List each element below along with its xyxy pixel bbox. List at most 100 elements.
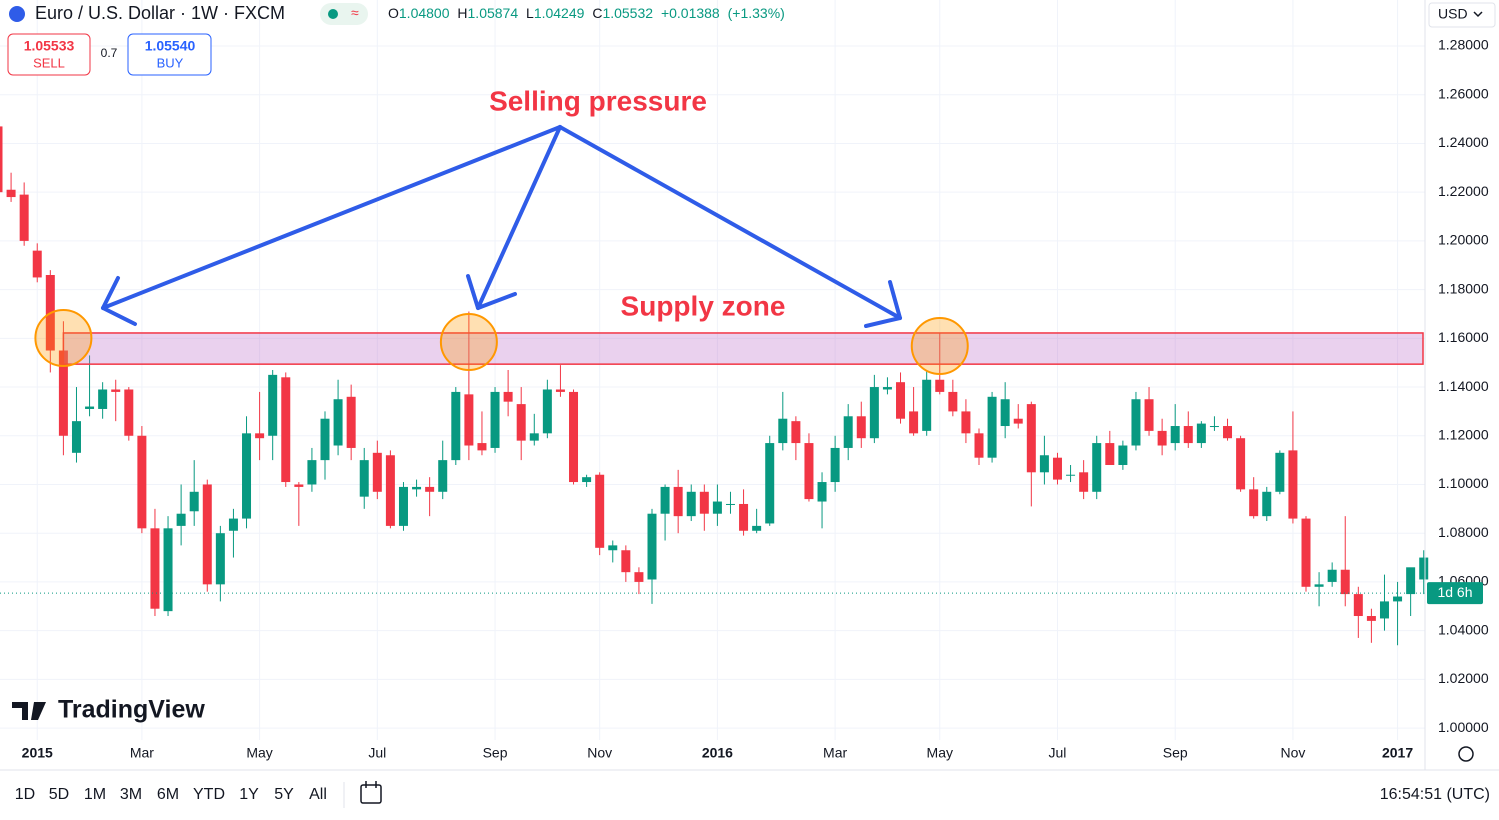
clock: 16:54:51 (UTC) [1380,786,1490,803]
range-button[interactable]: 3M [120,786,142,803]
candle-body [739,503,749,531]
symbol-icon [9,6,25,22]
candle-body [1393,596,1403,602]
range-button[interactable]: 1Y [239,786,259,803]
x-tick-label: Mar [130,745,154,761]
candle-body [372,452,382,492]
calendar[interactable] [360,784,382,804]
candle-body [673,486,683,517]
candle-body [425,486,435,492]
candle-body [725,503,735,505]
candle-body [255,433,265,439]
candle-body [752,525,762,531]
candle-body [1026,404,1036,473]
candle-body [1275,452,1285,492]
time-axis: 2015 Mar May Jul Sep Nov 2016 Mar May Jul Sep Nov 20… [22,745,1414,761]
sell-button[interactable] [7,33,91,76]
candle-body [1131,399,1141,446]
range-button[interactable]: 1D [15,786,35,803]
x-tick-label: Jul [1049,745,1067,761]
logo: TradingView [12,696,205,724]
candle-body [320,418,330,461]
range-button[interactable]: YTD [193,786,225,803]
candle-body [830,447,840,483]
candle-body [85,406,95,409]
candle-body [712,501,722,514]
buy-label[interactable]: BUY [157,55,184,70]
candle-body [1379,601,1389,619]
y-tick-label: 1.26000 [1438,85,1489,101]
candle-body [529,433,539,441]
candle-body [242,433,252,519]
candle-body [974,433,984,458]
range-button[interactable]: 1M [84,786,106,803]
candle-body [909,411,919,434]
range-button[interactable]: All [309,786,327,803]
candle-body [948,391,958,412]
candle-body [202,484,212,585]
sell-label[interactable]: SELL [33,55,65,70]
range-button[interactable]: 5D [49,786,69,803]
candle-body [1209,426,1219,428]
candle-body [961,411,971,434]
y-tick-label: 1.08000 [1438,524,1489,540]
candle-body [412,486,422,490]
candle-body [176,513,186,526]
annotation-text: Selling pressure [489,85,707,116]
annotations: Selling pressure Supply zone [101,85,902,328]
candle-body [150,528,160,609]
arrow [476,125,562,310]
value: 1.05874 [468,5,519,21]
data-status: ≈ [351,5,359,21]
candle-body [0,126,3,193]
candle-body [398,486,408,526]
candle-body [137,435,147,529]
candle-body [856,416,866,439]
candle-body [1118,445,1128,465]
candle-body [804,443,814,500]
candle-body [451,391,461,461]
candle-body [124,389,134,436]
candle-body [647,513,657,580]
candle-body [660,486,670,514]
range-button[interactable]: 6M [157,786,179,803]
change: +0.01388 [661,5,720,21]
plot [0,126,1429,646]
candle-body [71,421,81,453]
y-tick-label: 1.02000 [1438,670,1489,686]
buy-button[interactable] [127,33,212,76]
grid [0,0,1425,740]
candle-body [32,250,42,278]
arrow-head [466,274,517,310]
range-button[interactable]: 5Y [274,786,294,803]
x-tick-label: Nov [1280,745,1305,761]
candle-body [1301,518,1311,587]
candle-body [477,443,487,451]
candle-body [555,389,565,392]
date-range-icon[interactable] [360,781,382,804]
buy-price[interactable]: 1.05540 [145,38,196,54]
currency[interactable]: USD [1438,6,1468,22]
candle-body [1183,426,1193,444]
settings-icon[interactable] [1458,746,1474,762]
price-axis: 1.000001.020001.040001.060001.080001.100… [1427,37,1489,735]
x-tick-label: 2017 [1382,745,1413,761]
arrow-head [864,280,902,328]
highlight-circle [34,309,93,367]
candle-body [765,443,775,524]
sell-price[interactable]: 1.05533 [24,38,75,54]
candle-body [843,416,853,448]
candle-body [1196,423,1206,444]
x-tick-label: Jul [368,745,386,761]
candle-body [1366,616,1376,621]
candle-body [869,387,879,439]
x-tick-label: 2015 [22,745,53,761]
countdown: 1d 6h [1437,584,1472,600]
arrow-head [101,276,137,326]
label: L [526,5,534,21]
candle-body [307,460,317,485]
x-tick-label: May [246,745,272,761]
currency-button[interactable] [1428,2,1496,28]
